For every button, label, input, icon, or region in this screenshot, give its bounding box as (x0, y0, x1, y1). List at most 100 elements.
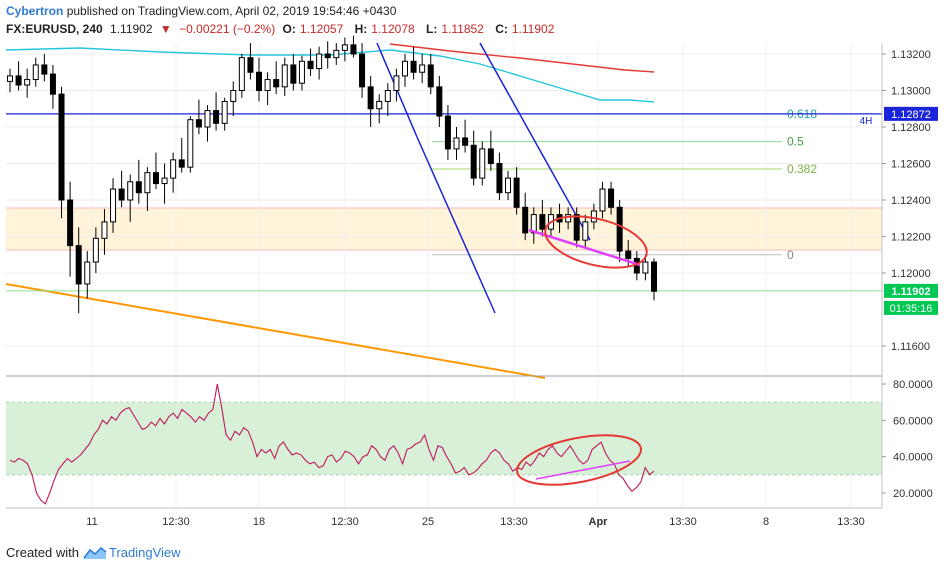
candle[interactable] (298, 55, 305, 91)
candle[interactable] (505, 170, 512, 200)
divergence-circle-rsi[interactable] (513, 426, 645, 493)
candle[interactable] (195, 99, 202, 135)
candle[interactable] (462, 119, 469, 153)
candle[interactable] (590, 203, 597, 230)
tradingview-brand[interactable]: TradingView (108, 545, 181, 560)
candle[interactable] (101, 209, 108, 255)
candle[interactable] (32, 57, 39, 87)
time-axis-ticks: 11 12:30 18 12:30 25 13:30 Apr 13:30 8 13:30 (86, 516, 864, 528)
candle[interactable] (479, 141, 486, 186)
candle[interactable] (513, 167, 520, 215)
candle[interactable] (264, 72, 271, 106)
candle[interactable] (281, 57, 288, 96)
candle[interactable] (221, 97, 228, 131)
candle[interactable] (24, 68, 31, 98)
candle[interactable] (582, 214, 589, 248)
candle[interactable] (487, 130, 494, 171)
candle[interactable] (127, 174, 134, 222)
candles[interactable] (7, 35, 657, 314)
candle[interactable] (15, 61, 22, 91)
channel-left-line-ext[interactable] (416, 136, 496, 314)
candle[interactable] (316, 46, 323, 80)
candle[interactable] (376, 94, 383, 124)
candle[interactable] (238, 54, 245, 98)
candle[interactable] (7, 68, 13, 93)
cyan-moving-average[interactable] (5, 47, 655, 103)
candle[interactable] (324, 41, 331, 69)
candle[interactable] (67, 181, 74, 277)
candle[interactable] (350, 35, 357, 58)
divergence-line-rsi[interactable] (535, 460, 631, 480)
candle-body (92, 237, 99, 263)
candle[interactable] (135, 159, 142, 204)
candle[interactable] (565, 207, 572, 230)
candle[interactable] (616, 200, 623, 263)
fib-level-label: 0 (787, 248, 794, 262)
candle[interactable] (522, 192, 529, 241)
candle[interactable] (341, 37, 348, 62)
candle[interactable] (41, 54, 48, 82)
candle[interactable] (75, 227, 82, 314)
candle[interactable] (436, 75, 443, 127)
candle[interactable] (401, 54, 408, 87)
candle[interactable] (178, 137, 185, 173)
candle[interactable] (453, 127, 460, 160)
candle[interactable] (110, 178, 117, 233)
candle[interactable] (419, 54, 426, 84)
red-moving-average[interactable] (389, 43, 655, 73)
price-change: −0.00221 (−0.2%) (179, 22, 276, 36)
candle[interactable] (573, 207, 580, 248)
candle[interactable] (393, 68, 400, 102)
candle[interactable] (470, 130, 477, 186)
publish-header: Cybertron published on TradingView.com, … (6, 4, 396, 18)
candle[interactable] (410, 46, 417, 80)
price-tick-label: 1.12200 (891, 232, 931, 244)
candle[interactable] (230, 81, 237, 117)
candle[interactable] (256, 57, 263, 102)
candle[interactable] (599, 181, 606, 219)
candle[interactable] (144, 167, 151, 211)
candle[interactable] (444, 105, 451, 160)
candle[interactable] (530, 207, 537, 244)
candle[interactable] (273, 61, 280, 95)
candle[interactable] (204, 105, 211, 142)
divergence-circle-price[interactable] (540, 207, 652, 277)
candle[interactable] (333, 43, 340, 65)
candle[interactable] (651, 258, 657, 301)
channel-right-line[interactable] (479, 42, 591, 241)
candle-body (599, 188, 606, 212)
candle[interactable] (290, 54, 297, 91)
candle[interactable] (496, 152, 503, 200)
candle[interactable] (58, 86, 65, 219)
candle[interactable] (187, 116, 194, 173)
candle[interactable] (539, 200, 546, 237)
author-name[interactable]: Cybertron (6, 4, 64, 18)
candle-body (238, 57, 245, 91)
candle[interactable] (608, 181, 615, 215)
candle[interactable] (84, 251, 91, 299)
candle[interactable] (170, 152, 177, 193)
candle[interactable] (152, 152, 159, 190)
candle[interactable] (384, 83, 391, 117)
candle[interactable] (49, 64, 56, 109)
candle[interactable] (161, 163, 168, 204)
candle-body (75, 245, 82, 285)
candle[interactable] (92, 227, 99, 273)
candle[interactable] (247, 43, 254, 80)
candle-body (462, 137, 469, 146)
candle[interactable] (427, 54, 434, 95)
candle-body (298, 60, 305, 84)
candle[interactable] (307, 48, 314, 76)
candle[interactable] (367, 75, 374, 127)
divergence-line-price[interactable] (528, 228, 641, 267)
open-value: 1.12057 (299, 22, 344, 36)
candle-body (530, 214, 537, 234)
candle[interactable] (118, 170, 125, 208)
orange-trendline[interactable] (5, 283, 546, 379)
candle[interactable] (213, 92, 220, 131)
rsi-line[interactable] (9, 383, 655, 505)
price-tick-label: 1.13000 (891, 86, 931, 98)
candle[interactable] (359, 43, 366, 98)
time-tick-label: 25 (422, 516, 434, 528)
